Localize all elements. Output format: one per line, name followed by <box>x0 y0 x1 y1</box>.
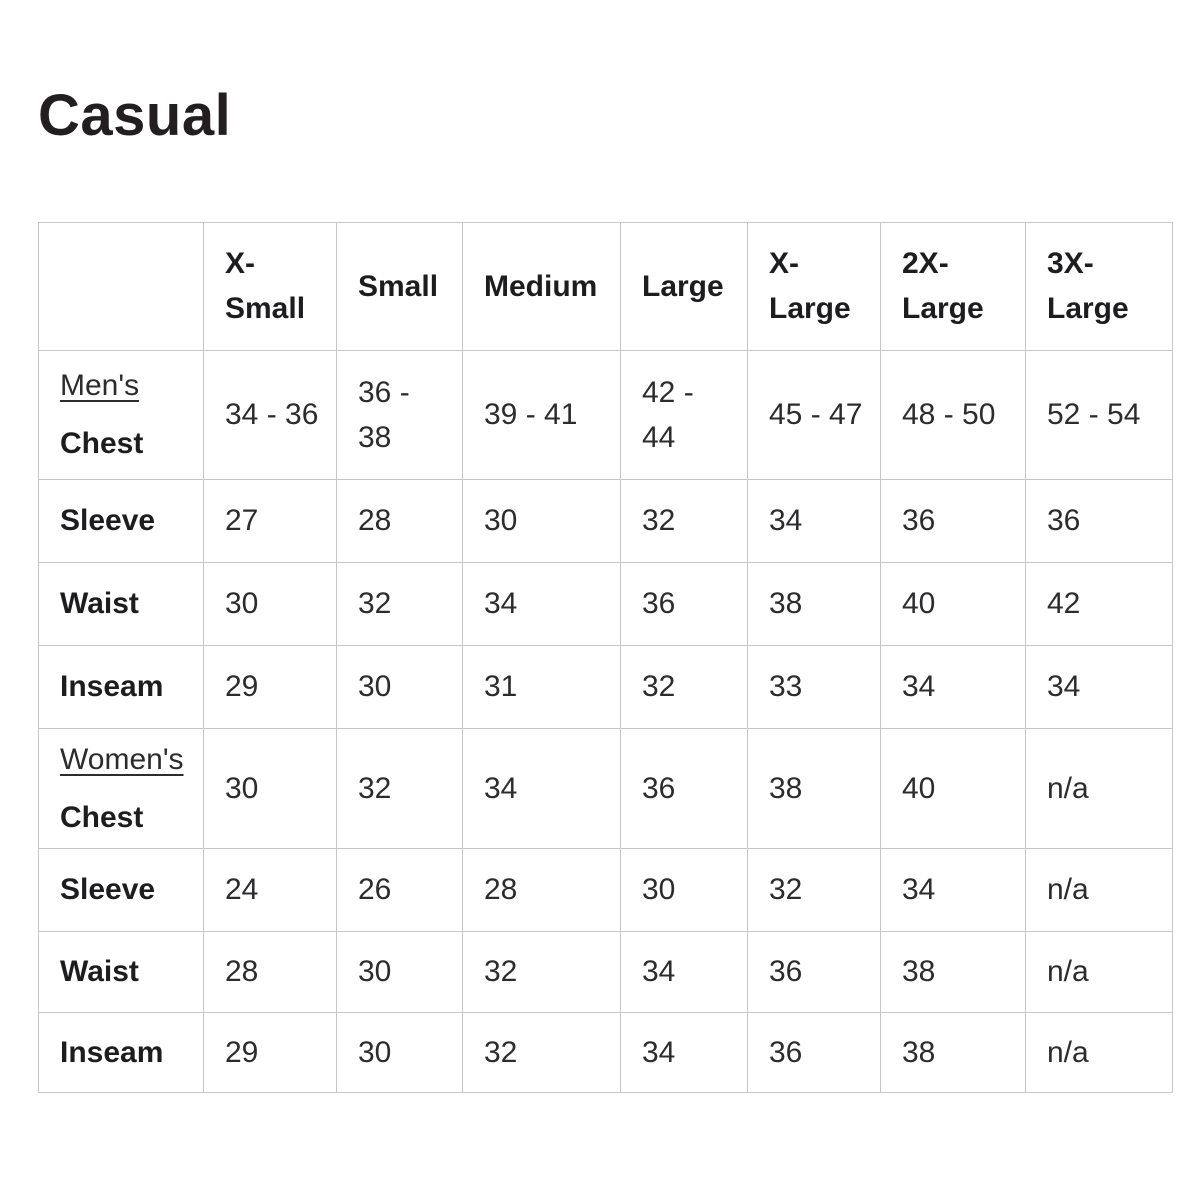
cell-womens-inseam-small: 30 <box>336 1011 463 1093</box>
row-mens-inseam: Inseam 29 30 31 32 33 34 34 <box>38 644 1173 729</box>
cell-mens-sleeve-small: 28 <box>336 478 463 563</box>
cell-mens-sleeve-x-large: 34 <box>747 478 881 563</box>
cell-womens-waist-3x-large: n/a <box>1025 930 1173 1013</box>
cell-mens-chest-large: 42 - 44 <box>620 349 748 480</box>
cell-womens-chest-x-large: 38 <box>747 727 881 849</box>
cell-womens-chest-3x-large: n/a <box>1025 727 1173 849</box>
cell-mens-inseam-small: 30 <box>336 644 463 729</box>
cell-womens-waist-small: 30 <box>336 930 463 1013</box>
section-label-mens: Men's <box>60 369 140 403</box>
cell-womens-inseam-x-large: 36 <box>747 1011 881 1093</box>
cell-womens-chest-x-small: 30 <box>203 727 337 849</box>
cell-mens-chest-3x-large: 52 - 54 <box>1025 349 1173 480</box>
column-header-x-large: X-Large <box>747 221 881 351</box>
column-header-small: Small <box>336 221 463 351</box>
column-header-2x-large: 2X-Large <box>880 221 1026 351</box>
cell-mens-waist-2x-large: 40 <box>880 561 1026 646</box>
cell-mens-inseam-x-large: 33 <box>747 644 881 729</box>
row-womens-sleeve: Sleeve 24 26 28 30 32 34 n/a <box>38 847 1173 932</box>
cell-womens-sleeve-large: 30 <box>620 847 748 932</box>
row-header-mens-waist: Waist <box>38 561 204 646</box>
cell-mens-waist-medium: 34 <box>462 561 621 646</box>
cell-womens-waist-large: 34 <box>620 930 748 1013</box>
cell-mens-inseam-x-small: 29 <box>203 644 337 729</box>
cell-womens-waist-x-large: 36 <box>747 930 881 1013</box>
cell-mens-sleeve-x-small: 27 <box>203 478 337 563</box>
cell-mens-sleeve-3x-large: 36 <box>1025 478 1173 563</box>
column-header-medium: Medium <box>462 221 621 351</box>
cell-womens-inseam-x-small: 29 <box>203 1011 337 1093</box>
section-label-womens: Women's <box>60 742 184 776</box>
header-row: X-Small Small Medium Large X-Large 2X-La… <box>38 221 1173 351</box>
page-title: Casual <box>38 83 232 148</box>
row-header-mens-sleeve: Sleeve <box>38 478 204 563</box>
cell-mens-sleeve-medium: 30 <box>462 478 621 563</box>
row-header-mens-chest: Men's Chest <box>38 349 204 480</box>
column-header-3x-large: 3X-Large <box>1025 221 1173 351</box>
cell-womens-inseam-3x-large: n/a <box>1025 1011 1173 1093</box>
row-header-mens-inseam: Inseam <box>38 644 204 729</box>
cell-womens-inseam-large: 34 <box>620 1011 748 1093</box>
corner-cell <box>38 221 204 351</box>
cell-mens-sleeve-2x-large: 36 <box>880 478 1026 563</box>
cell-womens-waist-2x-large: 38 <box>880 930 1026 1013</box>
cell-mens-waist-large: 36 <box>620 561 748 646</box>
row-label-chest: Chest <box>60 800 144 834</box>
row-mens-sleeve: Sleeve 27 28 30 32 34 36 36 <box>38 478 1173 563</box>
cell-womens-chest-2x-large: 40 <box>880 727 1026 849</box>
row-header-womens-sleeve: Sleeve <box>38 847 204 932</box>
cell-womens-chest-small: 32 <box>336 727 463 849</box>
cell-womens-sleeve-2x-large: 34 <box>880 847 1026 932</box>
cell-mens-chest-x-large: 45 - 47 <box>747 349 881 480</box>
cell-mens-chest-small: 36 - 38 <box>336 349 463 480</box>
row-womens-inseam: Inseam 29 30 32 34 36 38 n/a <box>38 1011 1173 1093</box>
cell-womens-inseam-2x-large: 38 <box>880 1011 1026 1093</box>
cell-mens-waist-3x-large: 42 <box>1025 561 1173 646</box>
cell-womens-waist-x-small: 28 <box>203 930 337 1013</box>
row-header-womens-chest: Women's Chest <box>38 727 204 849</box>
cell-womens-sleeve-small: 26 <box>336 847 463 932</box>
cell-mens-waist-x-small: 30 <box>203 561 337 646</box>
cell-womens-sleeve-x-small: 24 <box>203 847 337 932</box>
cell-mens-waist-small: 32 <box>336 561 463 646</box>
cell-mens-chest-x-small: 34 - 36 <box>203 349 337 480</box>
cell-mens-inseam-medium: 31 <box>462 644 621 729</box>
cell-womens-sleeve-x-large: 32 <box>747 847 881 932</box>
cell-mens-inseam-large: 32 <box>620 644 748 729</box>
cell-mens-sleeve-large: 32 <box>620 478 748 563</box>
cell-mens-inseam-2x-large: 34 <box>880 644 1026 729</box>
cell-mens-waist-x-large: 38 <box>747 561 881 646</box>
cell-womens-sleeve-medium: 28 <box>462 847 621 932</box>
row-label-chest: Chest <box>60 427 144 461</box>
cell-womens-chest-medium: 34 <box>462 727 621 849</box>
row-womens-chest: Women's Chest 30 32 34 36 38 40 n/a <box>38 727 1173 849</box>
cell-womens-waist-medium: 32 <box>462 930 621 1013</box>
row-header-womens-inseam: Inseam <box>38 1011 204 1093</box>
row-womens-waist: Waist 28 30 32 34 36 38 n/a <box>38 930 1173 1013</box>
cell-womens-inseam-medium: 32 <box>462 1011 621 1093</box>
cell-womens-chest-large: 36 <box>620 727 748 849</box>
cell-womens-sleeve-3x-large: n/a <box>1025 847 1173 932</box>
cell-mens-chest-medium: 39 - 41 <box>462 349 621 480</box>
cell-mens-inseam-3x-large: 34 <box>1025 644 1173 729</box>
cell-mens-chest-2x-large: 48 - 50 <box>880 349 1026 480</box>
size-chart-table: X-Small Small Medium Large X-Large 2X-La… <box>38 221 1173 1093</box>
column-header-x-small: X-Small <box>203 221 337 351</box>
row-mens-chest: Men's Chest 34 - 36 36 - 38 39 - 41 42 -… <box>38 349 1173 480</box>
column-header-large: Large <box>620 221 748 351</box>
row-header-womens-waist: Waist <box>38 930 204 1013</box>
row-mens-waist: Waist 30 32 34 36 38 40 42 <box>38 561 1173 646</box>
